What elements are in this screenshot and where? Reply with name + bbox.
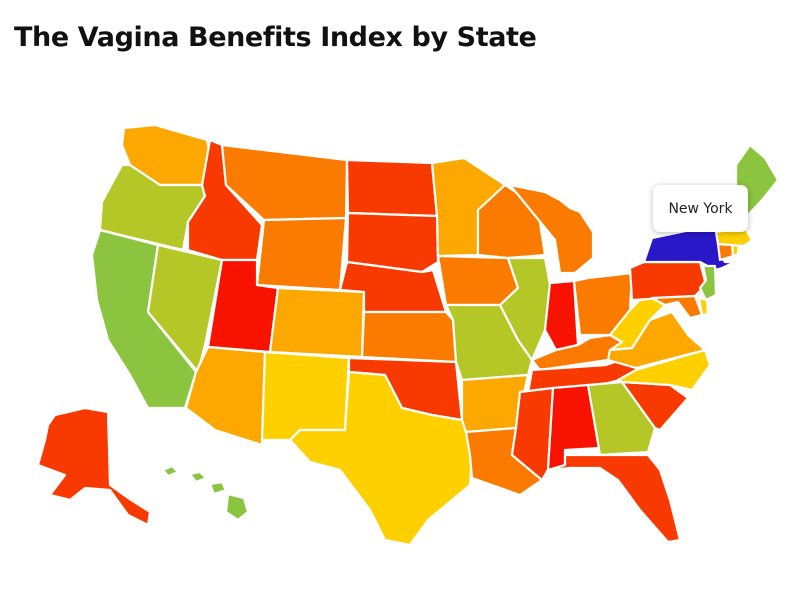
state-tooltip: New York [653, 185, 748, 232]
state-iowa[interactable]: Iowa [436, 254, 520, 307]
state-west-virginia[interactable]: West Virginia [608, 296, 667, 352]
state-pennsylvania[interactable]: Pennsylvania [628, 260, 708, 302]
state-maryland[interactable]: Maryland [650, 294, 704, 320]
state-south-dakota[interactable]: South Dakota [345, 211, 440, 274]
state-north-carolina[interactable]: North Carolina [616, 348, 712, 392]
state-delaware[interactable]: Delaware [697, 296, 710, 317]
state-alaska[interactable]: Alaska [36, 406, 152, 527]
state-connecticut[interactable]: Connecticut [716, 242, 735, 262]
state-colorado[interactable]: Colorado [268, 286, 366, 359]
state-georgia[interactable]: Georgia [586, 380, 657, 457]
state-new-mexico[interactable]: New Mexico [260, 350, 351, 442]
state-wyoming[interactable]: Wyoming [255, 216, 348, 292]
state-michigan[interactable]: Michigan [508, 183, 595, 275]
state-texas[interactable]: Texas [288, 370, 476, 547]
state-north-dakota[interactable]: North Dakota [345, 158, 439, 218]
state-hawaii[interactable]: Hawaii [161, 464, 250, 522]
state-kansas[interactable]: Kansas [360, 310, 458, 364]
state-indiana[interactable]: Indiana [543, 279, 580, 352]
state-florida[interactable]: Florida [546, 453, 682, 544]
page-title: The Vagina Benefits Index by State [14, 22, 537, 53]
